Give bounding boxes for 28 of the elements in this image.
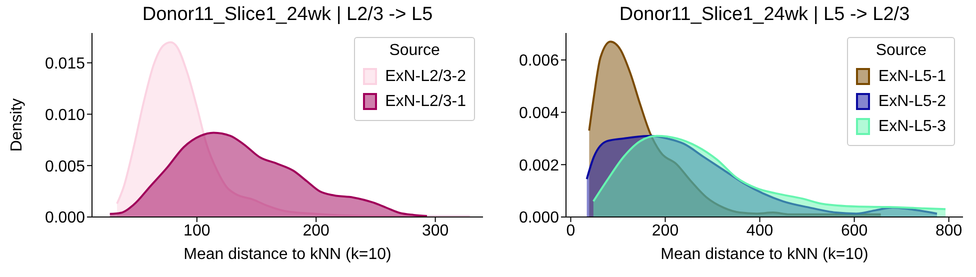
y-tick-label: 0.004 (518, 104, 560, 122)
x-axis-title: Mean distance to kNN (k=10) (660, 246, 868, 263)
y-tick-label: 0.010 (44, 106, 86, 124)
legend-title: Source (874, 42, 928, 60)
y-tick-label: 0.002 (518, 157, 560, 174)
legend-label: ExN-L5-1 (878, 68, 946, 86)
y-tick-label: 0.006 (518, 52, 560, 70)
legend-label: ExN-L5-3 (878, 118, 946, 136)
x-tick-label: 100 (184, 222, 210, 240)
x-axis-title: Mean distance to kNN (k=10) (184, 246, 392, 263)
chart-title: Donor11_Slice1_24wk | L2/3 -> L5 (141, 4, 434, 26)
legend-title: Source (388, 42, 441, 60)
y-tick-label: 0.015 (44, 55, 86, 72)
y-axis-title: Density (8, 98, 26, 152)
legend-label: ExN-L5-2 (878, 92, 946, 110)
chart-title: Donor11_Slice1_24wk | L5 -> L2/3 (618, 4, 911, 26)
legend-label: ExN-L2/3-1 (385, 92, 466, 110)
x-tick-label: 200 (302, 222, 330, 240)
y-tick-label: 0.000 (44, 210, 86, 227)
legend-label: ExN-L2/3-2 (385, 68, 466, 86)
y-tick-label: 0.005 (44, 158, 86, 176)
x-tick-label: 400 (746, 222, 774, 240)
x-tick-label: 300 (422, 222, 449, 240)
x-tick-label: 200 (652, 222, 679, 240)
y-tick-label: 0.000 (518, 210, 560, 227)
x-tick-label: 0 (566, 222, 576, 240)
x-tick-label: 800 (935, 222, 962, 240)
x-tick-label: 600 (840, 222, 868, 240)
